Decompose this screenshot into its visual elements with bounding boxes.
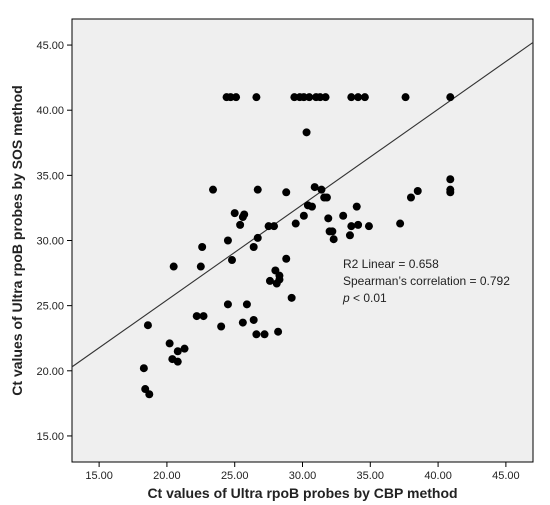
- data-point: [324, 214, 333, 223]
- data-point: [265, 276, 274, 285]
- y-tick-label: 45.00: [36, 40, 64, 52]
- data-point: [401, 93, 410, 102]
- data-point: [446, 93, 455, 102]
- data-point: [352, 202, 361, 211]
- data-point: [329, 235, 338, 244]
- data-point: [165, 339, 174, 348]
- y-tick-label: 25.00: [36, 301, 64, 313]
- data-point: [282, 254, 291, 263]
- y-tick-label: 15.00: [36, 431, 64, 443]
- y-axis-label: Ct values of Ultra rpoB probes by SOS me…: [9, 85, 25, 395]
- data-point: [275, 275, 284, 284]
- plot-area: [71, 18, 534, 463]
- data-point: [360, 93, 369, 102]
- data-point: [310, 183, 319, 192]
- data-point: [223, 300, 232, 309]
- data-point: [253, 233, 262, 242]
- y-tick-label: 30.00: [36, 236, 64, 248]
- x-tick-label: 30.00: [289, 470, 317, 482]
- y-axis-ticks: 15.00 20.00 25.00 30.00 35.00 40.00 45.00: [36, 40, 72, 443]
- data-point: [354, 93, 363, 102]
- x-tick-label: 40.00: [424, 470, 452, 482]
- data-point: [236, 220, 245, 229]
- x-tick-label: 20.00: [153, 470, 181, 482]
- data-point: [242, 300, 251, 309]
- spearman-annotation: Spearman’s correlation = 0.792: [343, 274, 510, 288]
- x-axis-label: Ct values of Ultra rpoB probes by CBP me…: [147, 485, 457, 501]
- data-point: [406, 193, 415, 202]
- data-point: [302, 128, 311, 137]
- data-point: [253, 185, 262, 194]
- data-point: [169, 262, 178, 271]
- data-point: [209, 185, 218, 194]
- data-point: [354, 220, 363, 229]
- data-point: [413, 186, 422, 195]
- data-point: [322, 193, 331, 202]
- data-point: [249, 243, 258, 252]
- data-point: [252, 93, 261, 102]
- p-value-annotation: p < 0.01: [342, 291, 387, 305]
- data-point: [328, 227, 337, 236]
- data-point: [173, 357, 182, 366]
- data-point: [199, 312, 208, 321]
- linear-fit-line: [71, 42, 534, 368]
- data-point: [287, 293, 296, 302]
- y-tick-label: 35.00: [36, 170, 64, 182]
- data-point: [260, 330, 269, 339]
- data-point: [396, 219, 405, 228]
- data-point: [446, 188, 455, 197]
- data-point: [145, 390, 154, 399]
- y-tick-label: 40.00: [36, 105, 64, 117]
- data-point: [282, 188, 291, 197]
- x-tick-label: 25.00: [221, 470, 249, 482]
- p-symbol: p: [342, 291, 350, 305]
- data-point: [217, 322, 226, 331]
- data-point: [240, 210, 249, 219]
- data-point: [339, 211, 348, 220]
- data-point: [196, 262, 205, 271]
- data-point: [299, 211, 308, 220]
- data-point: [345, 231, 354, 240]
- data-point: [230, 209, 239, 218]
- data-point: [291, 219, 300, 228]
- data-point: [139, 364, 148, 373]
- data-point: [173, 347, 182, 356]
- r2-annotation: R2 Linear = 0.658: [343, 257, 439, 271]
- x-tick-label: 45.00: [492, 470, 520, 482]
- data-point: [270, 222, 279, 231]
- data-point: [143, 321, 152, 330]
- x-tick-label: 35.00: [357, 470, 385, 482]
- data-point: [227, 256, 236, 265]
- p-value-text: < 0.01: [350, 291, 387, 305]
- data-point: [198, 243, 207, 252]
- data-point: [252, 330, 261, 339]
- x-tick-label: 15.00: [85, 470, 113, 482]
- data-point: [192, 312, 201, 321]
- data-point: [180, 344, 189, 353]
- y-tick-label: 20.00: [36, 366, 64, 378]
- data-point: [232, 93, 241, 102]
- data-point: [321, 93, 330, 102]
- data-point: [307, 202, 316, 211]
- x-axis-ticks: 15.00 20.00 25.00 30.00 35.00 40.00 45.00: [85, 462, 520, 482]
- data-point: [274, 327, 283, 336]
- data-point: [317, 185, 326, 194]
- data-point: [249, 315, 258, 324]
- data-point: [364, 222, 373, 231]
- data-point: [305, 93, 314, 102]
- data-point: [347, 93, 356, 102]
- data-points: [139, 93, 455, 399]
- data-point: [238, 318, 247, 327]
- data-point: [446, 175, 455, 184]
- data-point: [223, 236, 232, 245]
- data-point: [347, 222, 356, 231]
